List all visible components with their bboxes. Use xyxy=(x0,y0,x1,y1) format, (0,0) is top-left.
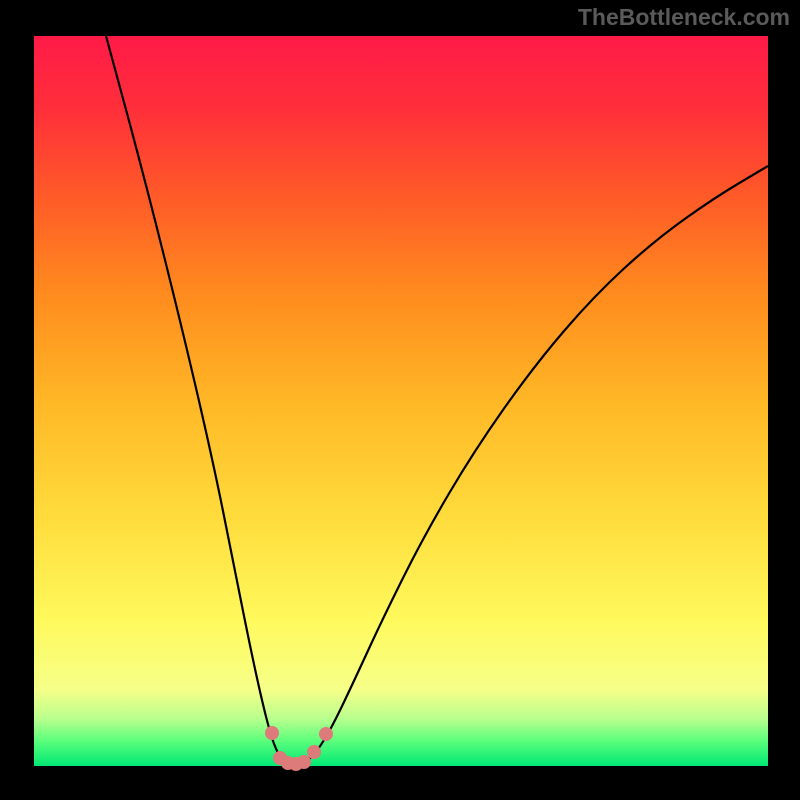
curve-layer xyxy=(34,36,768,766)
curve-marker xyxy=(319,727,333,741)
bottleneck-curve xyxy=(106,36,768,764)
plot-area xyxy=(34,36,768,766)
curve-marker xyxy=(307,745,321,759)
curve-marker xyxy=(265,726,279,740)
watermark-text: TheBottleneck.com xyxy=(578,4,790,31)
